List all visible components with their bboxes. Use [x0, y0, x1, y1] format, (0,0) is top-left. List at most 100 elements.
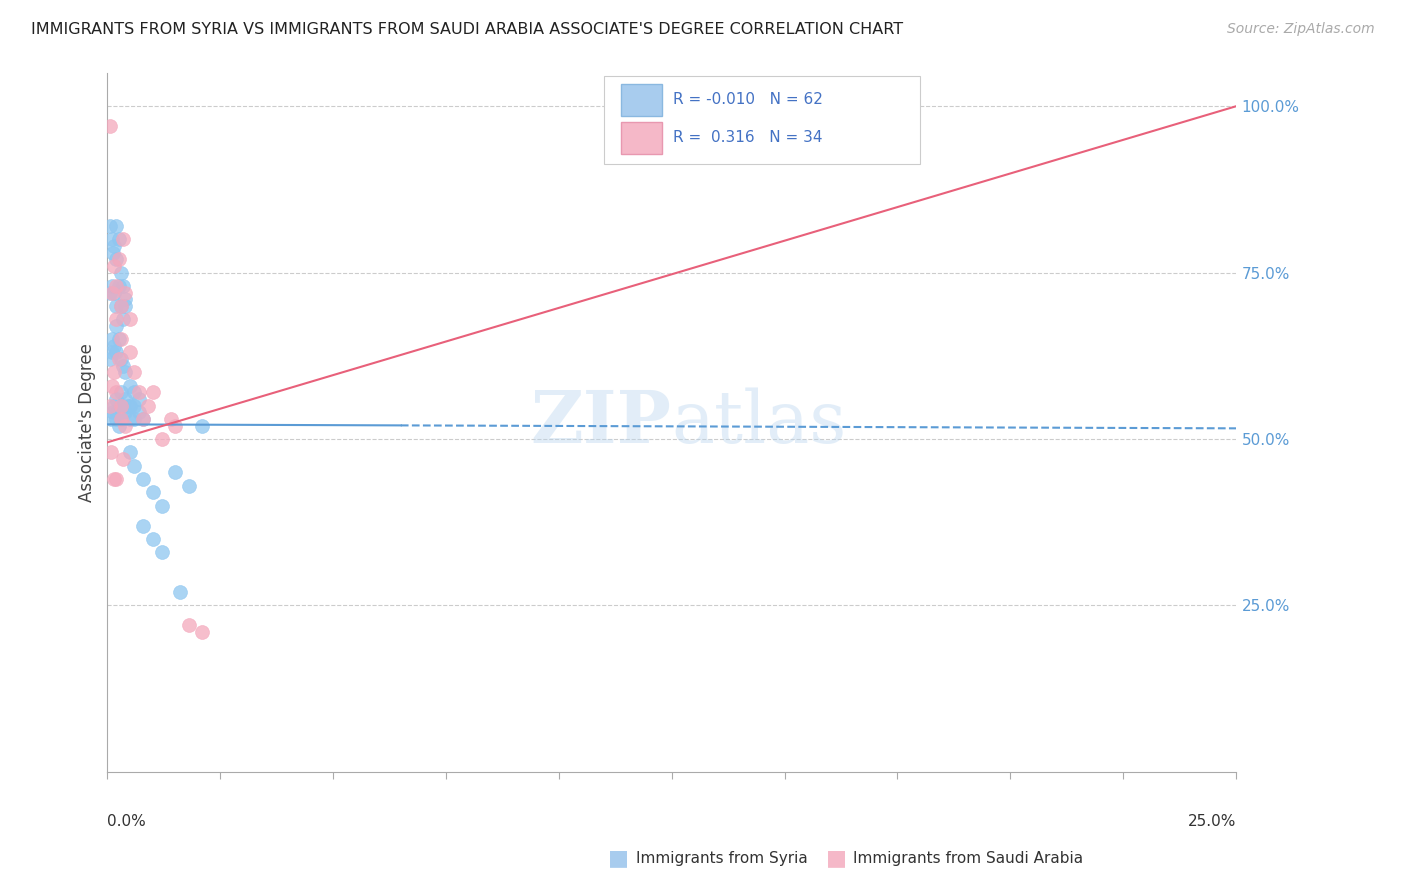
Point [105, 252, 128, 267]
Point [110, 332, 132, 346]
Point [101, 345, 124, 359]
Point [101, 332, 124, 346]
Point [118, 412, 141, 426]
Point [98, 352, 121, 367]
Point [105, 472, 128, 486]
Point [141, 485, 163, 500]
Point [150, 432, 173, 446]
Point [101, 279, 124, 293]
Point [101, 405, 124, 419]
Point [114, 285, 136, 300]
Point [159, 412, 181, 426]
Point [118, 312, 141, 326]
Point [136, 399, 159, 413]
Point [98, 285, 121, 300]
Point [141, 385, 163, 400]
Point [110, 399, 132, 413]
FancyBboxPatch shape [621, 84, 662, 116]
Text: Immigrants from Saudi Arabia: Immigrants from Saudi Arabia [853, 851, 1084, 865]
Point [114, 405, 136, 419]
Text: atlas: atlas [672, 387, 846, 458]
Point [112, 452, 135, 467]
Point [107, 418, 129, 433]
Point [103, 239, 125, 253]
Point [114, 392, 136, 406]
Text: ■: ■ [609, 848, 628, 868]
Point [107, 279, 129, 293]
FancyBboxPatch shape [605, 77, 920, 164]
Point [98, 120, 121, 134]
Point [124, 458, 146, 473]
Point [110, 385, 132, 400]
Point [141, 532, 163, 546]
Point [105, 392, 128, 406]
Text: ■: ■ [827, 848, 846, 868]
Point [118, 378, 141, 392]
Point [103, 366, 125, 380]
Text: 0.0%: 0.0% [107, 814, 146, 829]
Point [107, 332, 129, 346]
Point [177, 478, 200, 492]
Point [107, 352, 129, 367]
Point [105, 405, 128, 419]
Point [107, 252, 129, 267]
Point [150, 499, 173, 513]
Point [118, 399, 141, 413]
Point [114, 292, 136, 306]
Point [165, 418, 187, 433]
Point [114, 299, 136, 313]
Point [124, 366, 146, 380]
Text: R = -0.010   N = 62: R = -0.010 N = 62 [673, 93, 823, 107]
Point [104, 412, 127, 426]
Point [132, 412, 155, 426]
Point [103, 339, 125, 353]
Point [114, 366, 136, 380]
Point [105, 299, 128, 313]
Point [114, 418, 136, 433]
Point [105, 279, 128, 293]
Text: 25.0%: 25.0% [1188, 814, 1236, 829]
Point [110, 299, 132, 313]
Point [110, 412, 132, 426]
Point [128, 405, 150, 419]
Point [110, 352, 132, 367]
Point [150, 545, 173, 559]
FancyBboxPatch shape [621, 121, 662, 153]
Point [98, 219, 121, 233]
Text: ZIP: ZIP [531, 387, 672, 458]
Point [103, 285, 125, 300]
Point [124, 385, 146, 400]
Point [112, 312, 135, 326]
Text: R =  0.316   N = 34: R = 0.316 N = 34 [673, 130, 823, 145]
Point [107, 232, 129, 246]
Point [101, 232, 124, 246]
Point [101, 378, 124, 392]
Point [103, 399, 125, 413]
Point [100, 445, 122, 459]
Point [112, 359, 135, 373]
Point [112, 399, 135, 413]
Point [105, 345, 128, 359]
Point [191, 418, 214, 433]
Text: Immigrants from Syria: Immigrants from Syria [636, 851, 807, 865]
Point [165, 465, 187, 479]
Point [118, 445, 141, 459]
Point [101, 285, 124, 300]
Point [128, 392, 150, 406]
Point [105, 219, 128, 233]
Y-axis label: Associate's Degree: Associate's Degree [79, 343, 96, 502]
Point [112, 279, 135, 293]
Text: Source: ZipAtlas.com: Source: ZipAtlas.com [1227, 22, 1375, 37]
Point [103, 259, 125, 273]
Point [117, 399, 139, 413]
Point [169, 585, 191, 599]
Point [112, 232, 135, 246]
Point [103, 472, 125, 486]
Point [105, 312, 128, 326]
Point [105, 385, 128, 400]
Point [110, 299, 132, 313]
Point [98, 399, 121, 413]
Point [118, 345, 141, 359]
Point [110, 266, 132, 280]
Point [132, 412, 155, 426]
